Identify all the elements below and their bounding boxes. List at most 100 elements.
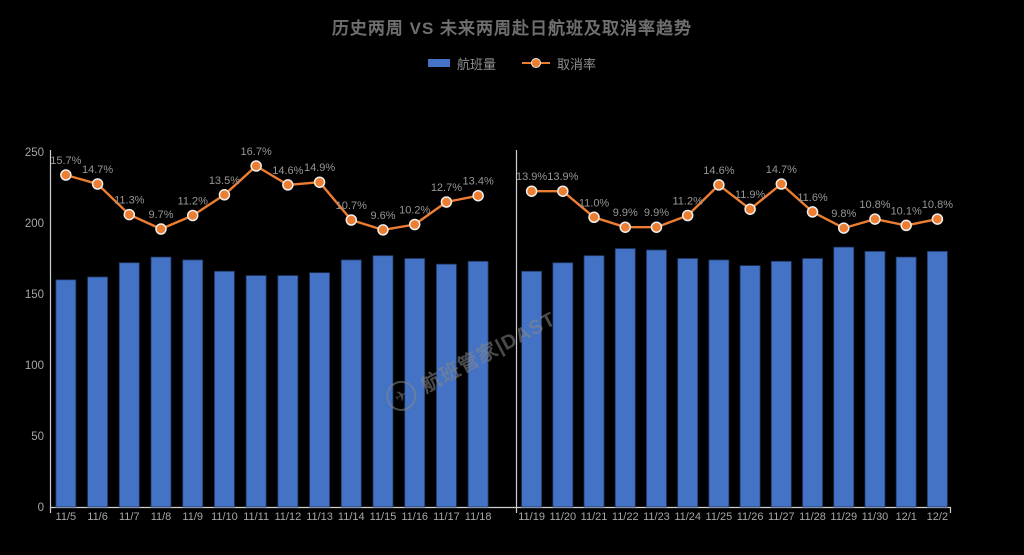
cancel-rate-marker: [408, 218, 421, 231]
cancel-rate-marker: [282, 179, 294, 191]
y-axis-tick-label: 250: [25, 147, 44, 159]
cancel-rate-data-label: 14.6%: [272, 165, 303, 177]
x-axis-date-label: 11/15: [370, 511, 397, 523]
legend: 航班量 取消率: [0, 54, 1024, 72]
flight-volume-bar: [150, 256, 172, 508]
legend-label: 航班量: [456, 56, 496, 72]
cancel-rate-data-label: 11.3%: [114, 195, 145, 207]
y-axis-tick-label: 0: [38, 502, 44, 514]
cancel-rate-marker: [744, 203, 756, 215]
flight-volume-bar: [677, 258, 699, 508]
flight-volume-bar: [646, 249, 667, 508]
x-axis-date-label: 11/6: [87, 511, 108, 523]
x-axis-date-label: 11/23: [643, 511, 670, 523]
cancel-rate-data-label: 11.9%: [735, 189, 766, 201]
flight-volume-bar: [926, 250, 948, 508]
x-axis-date-label: 11/24: [674, 511, 701, 523]
x-axis-date-label: 11/11: [243, 511, 269, 523]
legend-item-flights: 航班量: [427, 54, 496, 73]
x-axis-date-label: 12/1: [895, 511, 916, 523]
cancel-rate-data-label: 14.7%: [766, 164, 797, 176]
line-swatch-icon: [522, 58, 550, 68]
flight-volume-bar: [708, 259, 730, 508]
cancel-rate-data-label: 11.6%: [797, 192, 828, 204]
cancel-rate-data-label: 10.2%: [399, 205, 430, 217]
x-axis-date-label: 11/20: [549, 511, 576, 523]
flight-volume-bar: [436, 263, 457, 508]
flight-volume-bar: [770, 260, 792, 508]
y-axis-tick-label: 100: [25, 360, 44, 372]
legend-label: 取消率: [557, 56, 597, 72]
flight-volume-bar: [739, 265, 761, 508]
cancel-rate-marker: [525, 185, 538, 197]
cancel-rate-data-label: 13.4%: [463, 176, 494, 188]
cancel-rate-marker: [60, 169, 72, 181]
x-axis-date-label: 11/13: [306, 511, 333, 523]
x-axis-date-label: 11/17: [433, 511, 460, 523]
cancel-rate-marker: [313, 176, 326, 188]
cancel-rate-marker: [681, 209, 694, 222]
cancel-rate-data-label: 10.7%: [336, 200, 367, 212]
flight-volume-bar: [864, 250, 886, 508]
cancel-rate-marker: [440, 196, 453, 208]
cancel-rate-marker: [775, 178, 788, 190]
cancel-rate-data-label: 15.7%: [50, 155, 81, 167]
x-axis-date-label: 11/12: [274, 511, 301, 523]
cancel-rate-data-label: 13.9%: [516, 171, 547, 183]
cancel-rate-marker: [345, 214, 358, 226]
cancel-rate-data-label: 10.8%: [922, 199, 953, 211]
cancel-rate-marker: [931, 213, 944, 225]
flight-volume-bar: [214, 270, 235, 508]
cancel-rate-data-label: 9.6%: [370, 210, 395, 222]
cancel-rate-data-label: 12.7%: [431, 182, 462, 194]
cancel-rate-data-label: 10.8%: [859, 199, 890, 211]
x-axis-date-label: 11/19: [518, 511, 545, 523]
flight-volume-bar: [245, 275, 267, 508]
cancel-rate-data-label: 14.9%: [304, 162, 335, 174]
y-axis-tick-label: 50: [31, 431, 44, 443]
cancel-rate-marker: [619, 221, 631, 233]
flight-volume-bar: [309, 272, 330, 508]
cancel-rate-data-label: 9.9%: [644, 207, 669, 219]
flight-volume-bar: [895, 256, 917, 508]
cancel-rate-data-label: 16.7%: [241, 146, 272, 158]
x-axis-date-label: 11/30: [862, 511, 889, 523]
x-axis-date-label: 11/10: [211, 511, 238, 523]
flight-volume-bar: [833, 246, 855, 508]
flight-volume-bar: [55, 279, 77, 508]
cancel-rate-marker: [650, 221, 663, 233]
cancel-rate-marker: [869, 213, 881, 225]
cancel-rate-data-label: 11.2%: [178, 196, 209, 208]
x-axis-date-label: 11/9: [182, 511, 203, 523]
x-axis-date-label: 11/18: [465, 511, 492, 523]
flight-volume-bar: [802, 258, 823, 508]
flight-volume-bar: [340, 259, 362, 508]
x-axis-date-label: 11/5: [56, 511, 77, 523]
cancel-rate-marker: [713, 179, 725, 191]
cancel-rate-data-label: 9.7%: [148, 209, 173, 221]
x-axis-date-label: 12/2: [927, 511, 948, 523]
cancel-rate-data-label: 14.7%: [82, 164, 113, 176]
cancel-rate-marker: [472, 189, 484, 202]
flight-volume-bar: [404, 258, 426, 508]
cancel-rate-marker: [806, 206, 819, 218]
cancel-rate-marker: [557, 185, 569, 197]
cancel-rate-marker: [91, 178, 104, 190]
cancel-rate-marker: [588, 211, 600, 224]
flight-volume-bar: [614, 248, 636, 508]
cancel-rate-marker: [186, 209, 199, 222]
y-axis-tick-label: 150: [25, 289, 44, 301]
cancel-rate-marker: [218, 189, 231, 201]
chart-title: 历史两周 VS 未来两周赴日航班及取消率趋势: [331, 19, 693, 38]
y-axis-tick-label: 200: [25, 218, 44, 230]
flight-volume-bar: [467, 260, 489, 508]
x-axis-date-label: 11/14: [338, 511, 365, 523]
x-axis-date-label: 11/28: [799, 511, 826, 523]
flight-volume-bar: [118, 262, 140, 508]
flight-volume-bar: [552, 262, 574, 508]
cancel-rate-data-label: 13.9%: [547, 171, 578, 183]
x-axis-date-label: 11/22: [612, 511, 639, 523]
cancel-rate-data-label: 14.6%: [703, 165, 734, 177]
